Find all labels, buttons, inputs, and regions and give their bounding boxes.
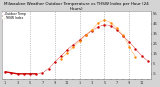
Point [134, 48, 137, 50]
Point [109, 25, 112, 26]
Point [84, 34, 87, 35]
Point [16, 73, 19, 75]
Point [41, 72, 44, 74]
Point [116, 29, 118, 30]
Point [103, 19, 106, 20]
Point [91, 30, 93, 31]
Point [4, 71, 6, 72]
Point [72, 44, 75, 45]
Point [97, 22, 100, 23]
Point [84, 34, 87, 35]
Point [54, 61, 56, 62]
Point [72, 46, 75, 48]
Point [109, 22, 112, 23]
Point [78, 40, 81, 41]
Title: Milwaukee Weather Outdoor Temperature vs THSW Index per Hour (24 Hours): Milwaukee Weather Outdoor Temperature vs… [4, 2, 149, 11]
Point [66, 52, 68, 54]
Point [128, 46, 131, 48]
Point [128, 41, 131, 42]
Point [140, 55, 143, 56]
Point [122, 34, 124, 35]
Point [60, 55, 62, 56]
Point [47, 68, 50, 70]
Point [116, 27, 118, 28]
Point [134, 56, 137, 58]
Point [10, 72, 13, 74]
Point [122, 35, 124, 36]
Point [35, 73, 37, 75]
Point [66, 49, 68, 50]
Point [147, 60, 149, 62]
Point [60, 58, 62, 60]
Legend: Outdoor Temp, THSW Index: Outdoor Temp, THSW Index [3, 11, 27, 20]
Point [91, 29, 93, 30]
Point [23, 73, 25, 75]
Point [29, 73, 31, 75]
Point [78, 39, 81, 40]
Point [103, 24, 106, 25]
Point [97, 26, 100, 27]
